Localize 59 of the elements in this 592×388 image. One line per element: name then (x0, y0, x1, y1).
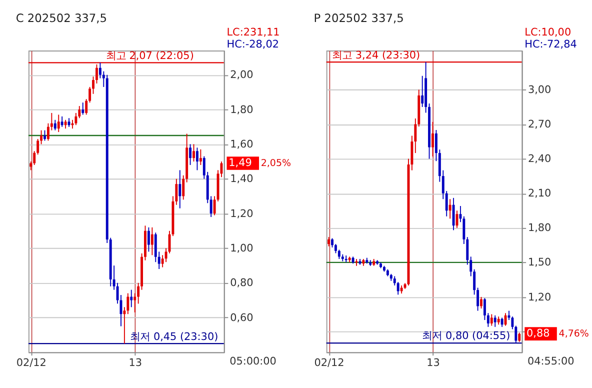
candlestick (178, 170, 182, 209)
candlestick (452, 197, 455, 231)
candlestick (344, 255, 348, 263)
text: 2,05% (260, 158, 291, 170)
candlestick (432, 121, 434, 157)
chart-title: P 202502 337,5 (314, 11, 404, 26)
text: HC:-28,02 (226, 38, 279, 51)
candlestick (196, 147, 198, 171)
x-tick-label: 13 (128, 356, 142, 369)
y-tick-label: 1,00 (230, 242, 254, 255)
candlestick (130, 289, 133, 308)
text: 0,88 (526, 328, 550, 340)
candlestick (192, 144, 195, 162)
candlestick (189, 144, 192, 166)
candlestick (500, 317, 504, 328)
y-tick-label: 2,40 (528, 153, 552, 166)
y-tick-label: 1,50 (528, 256, 552, 269)
candlestick (518, 332, 521, 342)
text: LC:231,11 (226, 26, 280, 38)
candlestick (54, 119, 56, 131)
y-tick-label: 2,00 (230, 69, 254, 82)
text: HC:-72,84 (524, 38, 578, 51)
y-tick-label: 1,80 (230, 104, 254, 116)
candlestick (82, 102, 84, 116)
candlestick (147, 226, 150, 252)
y-tick-label: 2,10 (528, 188, 552, 200)
x-tick-label: 02/12 (314, 356, 344, 369)
candlestick (421, 75, 424, 108)
candlestick (44, 130, 46, 142)
text: 05:00:00 (230, 356, 276, 368)
candlestick (338, 249, 340, 260)
y-tick-label: 2,70 (528, 118, 552, 131)
y-tick-label: 1,60 (230, 138, 254, 150)
text: LC:10,00 (524, 26, 572, 38)
ref-line-label: 최고 3,24 (23:30) (332, 49, 420, 62)
candlestick (448, 198, 452, 220)
candlestick (490, 314, 493, 326)
text: 04:55:00 (527, 356, 574, 368)
candlestick (480, 296, 482, 309)
candlestick (74, 112, 78, 126)
candlestick (57, 114, 60, 133)
y-tick-label: 0,80 (230, 277, 254, 290)
y-tick-label: 0,60 (230, 312, 254, 324)
x-tick-label: 02/12 (16, 356, 46, 369)
candlestick (494, 314, 496, 328)
text: 4,76% (558, 328, 589, 340)
y-tick-label: 1,20 (230, 208, 254, 220)
y-tick-label: 3,00 (528, 84, 552, 96)
y-tick-label: 1,40 (230, 173, 254, 186)
candlestick (60, 116, 64, 128)
candlestick (199, 148, 202, 166)
text: 1,49 (228, 157, 252, 170)
candlestick (150, 226, 154, 256)
y-tick-label: 1,20 (528, 291, 552, 304)
x-tick-label: 13 (426, 356, 440, 369)
candlestick (396, 282, 400, 296)
y-tick-label: 1,80 (528, 222, 552, 234)
chart-title: C 202502 337,5 (16, 11, 108, 26)
candlestick (328, 236, 330, 247)
